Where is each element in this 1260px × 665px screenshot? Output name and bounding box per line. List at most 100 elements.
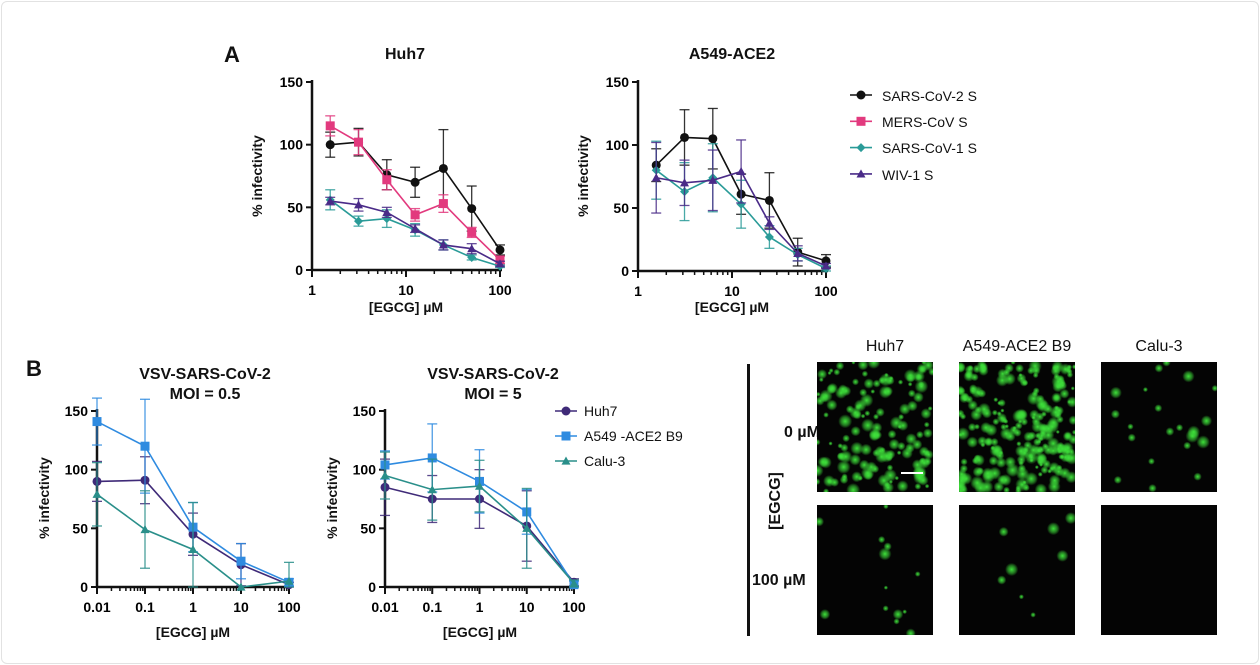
legend-label-a549: A549 -ACE2 B9 (584, 428, 683, 444)
data-point (764, 218, 774, 227)
data-point (467, 252, 477, 262)
legend-label-huh7: Huh7 (584, 403, 618, 419)
data-point (764, 195, 774, 205)
micrograph-row-axis-line (747, 364, 750, 636)
data-point (410, 224, 420, 233)
chart-1: 0 50 100 150 1 10 100 (606, 74, 838, 299)
data-point (427, 485, 437, 494)
micrograph-row-0um: 0 µM (784, 424, 820, 441)
data-point (680, 178, 690, 187)
x-tick-label: 0.01 (83, 599, 110, 615)
data-point (793, 248, 803, 257)
y-tick-label: 0 (368, 579, 376, 595)
chart-3: 0 50 100 150 0.01 0.1 1 10 100 (353, 403, 586, 615)
x-tick-label: 100 (277, 599, 301, 615)
x-axis-label-b1: [EGCG] µM (155, 624, 231, 640)
legend-marker (856, 90, 866, 100)
micrograph-1-2 (1101, 505, 1217, 635)
x-tick-label: 100 (562, 599, 586, 615)
x-tick-label: 1 (308, 282, 316, 298)
data-point (427, 453, 437, 463)
data-point (736, 166, 746, 176)
micrograph-column-huh7: Huh7 (865, 338, 905, 355)
chart-subtitle-b2: MOI = 5 (464, 386, 522, 403)
data-point (354, 137, 364, 147)
y-tick-label: 150 (280, 74, 304, 90)
data-point (284, 576, 294, 585)
x-tick-label: 0.1 (423, 599, 443, 615)
y-tick-label: 100 (353, 462, 377, 478)
legend-marker (561, 406, 571, 416)
micrograph-1-1 (959, 505, 1075, 635)
legend-marker (856, 143, 866, 153)
legend-label-sars-cov-2: SARS-CoV-2 S (882, 88, 977, 104)
legend-label-mers-cov: MERS-CoV S (882, 114, 968, 130)
legend-label-sars-cov-1: SARS-CoV-1 S (882, 140, 977, 156)
legend-marker (856, 116, 866, 126)
x-tick-label: 0.1 (135, 599, 155, 615)
data-point (467, 227, 477, 237)
x-tick-label: 0.01 (371, 599, 398, 615)
data-point (382, 175, 392, 185)
data-point (236, 582, 246, 591)
data-point (382, 214, 392, 224)
y-tick-label: 50 (360, 520, 376, 536)
data-point (438, 240, 448, 249)
data-point (236, 556, 246, 566)
data-point (354, 200, 364, 209)
data-point (92, 489, 102, 498)
data-point (140, 441, 150, 451)
micrograph-row-axis-label: [EGCG] (766, 472, 784, 530)
y-tick-label: 150 (353, 403, 377, 419)
data-point (522, 523, 532, 532)
y-tick-label: 150 (606, 74, 630, 90)
x-tick-label: 10 (233, 599, 249, 615)
x-tick-label: 100 (488, 282, 512, 298)
x-tick-label: 10 (519, 599, 535, 615)
y-tick-label: 100 (606, 137, 630, 153)
data-point (92, 417, 102, 427)
chart-title-a549: A549-ACE2 (688, 46, 776, 63)
data-point (651, 173, 661, 182)
data-point (410, 210, 420, 220)
micrograph-column-calu3: Calu-3 (1135, 338, 1183, 355)
y-tick-label: 0 (80, 579, 88, 595)
y-axis-label-huh7: % infectivity (248, 135, 265, 217)
data-point (495, 259, 505, 268)
y-tick-label: 0 (621, 263, 629, 279)
micrograph-1-0 (817, 505, 933, 635)
x-axis-label-b2: [EGCG] µM (442, 624, 518, 640)
data-point (467, 204, 477, 214)
chart-title-b1: VSV-SARS-CoV-2 (139, 366, 271, 383)
data-point (736, 199, 746, 209)
x-tick-label: 10 (724, 283, 740, 299)
y-tick-label: 150 (65, 403, 89, 419)
legend-label-calu3: Calu-3 (584, 453, 626, 469)
chart-2: 0 50 100 150 0.01 0.1 1 10 100 (65, 397, 301, 615)
data-point (325, 140, 335, 150)
micrograph-row-100um: 100 µM (752, 572, 806, 589)
x-tick-label: 10 (398, 282, 414, 298)
series-wiv-1-s (651, 139, 831, 270)
y-tick-label: 100 (280, 137, 304, 153)
data-point (438, 199, 448, 209)
data-point (325, 121, 335, 131)
data-point (569, 578, 579, 588)
micrograph-0-1 (959, 362, 1075, 492)
y-axis-label-b2: % infectivity (323, 457, 340, 539)
data-point (380, 471, 390, 480)
data-point (821, 261, 831, 270)
y-tick-label: 50 (613, 200, 629, 216)
data-point (382, 207, 392, 216)
data-point (495, 245, 505, 255)
data-point (410, 177, 420, 187)
y-axis-label-a549: % infectivity (574, 135, 591, 217)
y-axis-label-b1: % infectivity (35, 457, 52, 539)
data-point (708, 134, 718, 144)
chart-title-huh7: Huh7 (385, 46, 425, 63)
y-tick-label: 50 (72, 520, 88, 536)
micrograph-0-2 (1101, 362, 1217, 492)
legend-marker (856, 169, 866, 178)
